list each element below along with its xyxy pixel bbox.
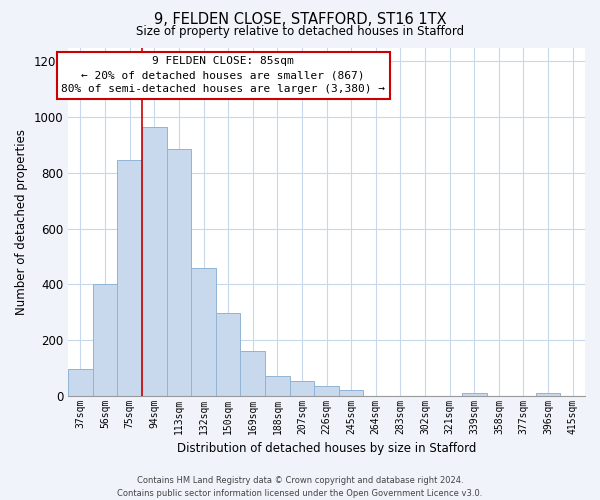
Bar [536, 393, 560, 396]
Text: 9 FELDEN CLOSE: 85sqm
← 20% of detached houses are smaller (867)
80% of semi-det: 9 FELDEN CLOSE: 85sqm ← 20% of detached … [61, 56, 385, 94]
Text: Contains HM Land Registry data © Crown copyright and database right 2024.
Contai: Contains HM Land Registry data © Crown c… [118, 476, 482, 498]
X-axis label: Distribution of detached houses by size in Stafford: Distribution of detached houses by size … [177, 442, 476, 455]
Bar [216, 314, 241, 396]
Bar [339, 390, 364, 396]
Bar [118, 160, 142, 396]
Text: 9, FELDEN CLOSE, STAFFORD, ST16 1TX: 9, FELDEN CLOSE, STAFFORD, ST16 1TX [154, 12, 446, 28]
Bar [462, 393, 487, 396]
Bar [265, 376, 290, 396]
Bar [241, 351, 265, 396]
Bar [191, 268, 216, 396]
Bar [167, 149, 191, 396]
Text: Size of property relative to detached houses in Stafford: Size of property relative to detached ho… [136, 25, 464, 38]
Y-axis label: Number of detached properties: Number of detached properties [15, 128, 28, 314]
Bar [142, 127, 167, 396]
Bar [314, 386, 339, 396]
Bar [290, 381, 314, 396]
Bar [93, 284, 118, 396]
Bar [68, 369, 93, 396]
